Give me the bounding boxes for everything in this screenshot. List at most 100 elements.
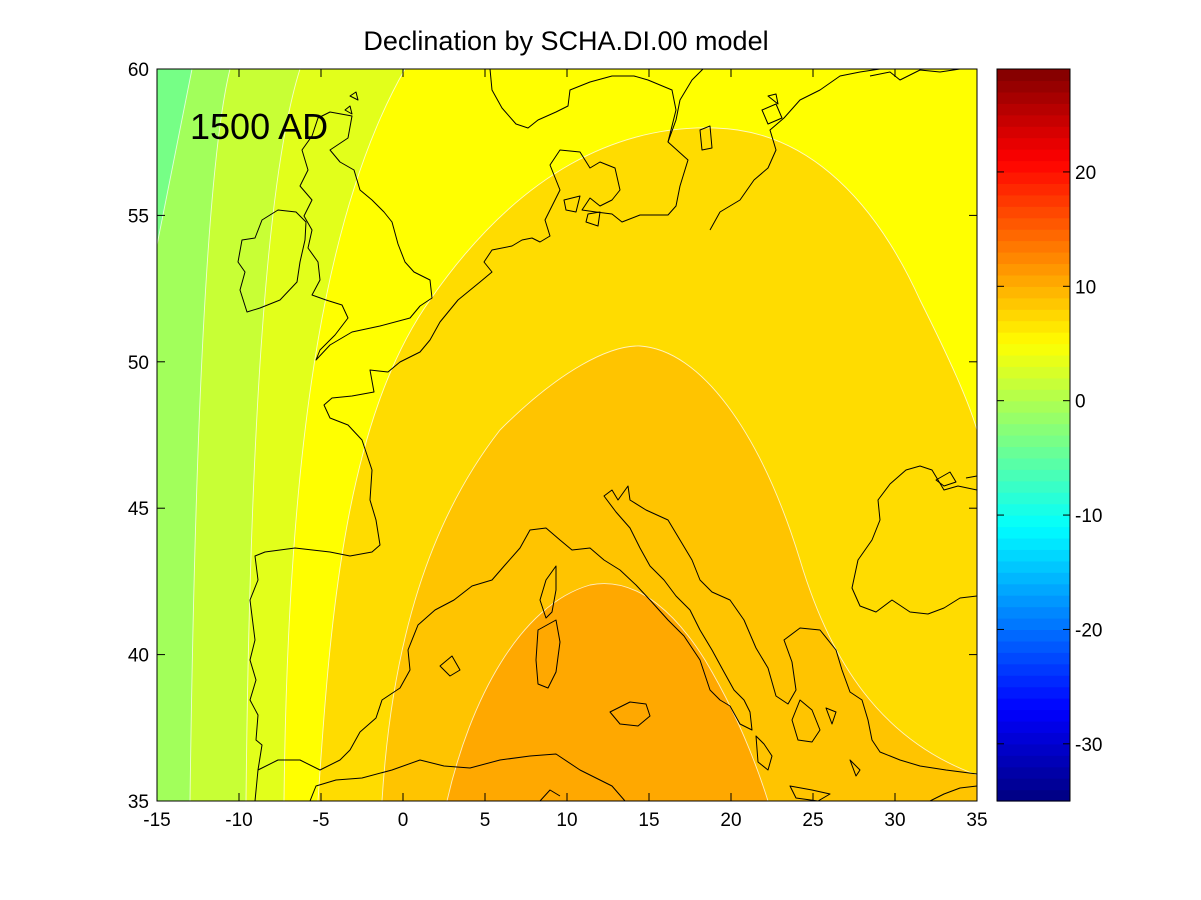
coastline-balkans-inland bbox=[755, 735, 773, 771]
colorbar-tick-label: -20 bbox=[1075, 620, 1102, 641]
colorbar-cell bbox=[997, 206, 1070, 219]
colorbar-frame bbox=[996, 68, 1071, 802]
y-tick-label: 45 bbox=[128, 499, 149, 520]
colorbar-gradient bbox=[997, 69, 1070, 802]
colorbar-cell bbox=[997, 549, 1070, 562]
coastline-iberia-east bbox=[257, 485, 977, 775]
y-tick-label: 60 bbox=[128, 60, 149, 81]
colorbar-cell bbox=[997, 183, 1070, 196]
coastline-baltic bbox=[709, 69, 881, 231]
x-tick-label: 25 bbox=[802, 810, 823, 831]
colorbar-cell bbox=[997, 526, 1070, 539]
colorbar-cell bbox=[997, 572, 1070, 585]
colorbar-cell bbox=[997, 675, 1070, 688]
x-tick-label: 5 bbox=[480, 810, 491, 831]
colorbar-cell bbox=[997, 389, 1070, 402]
colorbar-cell bbox=[997, 732, 1070, 745]
coastline-corsica bbox=[539, 565, 557, 619]
coastline-mainland bbox=[249, 69, 704, 801]
colorbar-cell bbox=[997, 446, 1070, 459]
contour-band bbox=[447, 583, 768, 801]
colorbar-cell bbox=[997, 457, 1070, 470]
x-tick-label: 20 bbox=[720, 810, 741, 831]
colorbar-tick-label: 0 bbox=[1075, 392, 1086, 413]
colorbar-cell bbox=[997, 137, 1070, 150]
y-tick-label: 40 bbox=[128, 646, 149, 667]
plot-area: -15 -10 -5 0 5 10 15 20 25 30 35 35 40 45 50 55 60 1500… bbox=[128, 60, 988, 831]
colorbar-cell bbox=[997, 217, 1070, 230]
colorbar-cell bbox=[997, 629, 1070, 642]
colorbar-cell bbox=[997, 343, 1070, 356]
x-axis: -15 -10 -5 0 5 10 15 20 25 30 35 bbox=[143, 69, 988, 831]
colorbar-tick-label: -10 bbox=[1075, 506, 1102, 527]
y-tick-label: 50 bbox=[128, 353, 149, 374]
colorbar-cell bbox=[997, 240, 1070, 253]
coastline-great-britain bbox=[299, 111, 433, 361]
colorbar-cell bbox=[997, 126, 1070, 139]
x-tick-label: 10 bbox=[556, 810, 577, 831]
colorbar-cell bbox=[997, 309, 1070, 322]
coastline-baltic-islands bbox=[563, 93, 783, 227]
coastline-sicily bbox=[609, 701, 651, 727]
colorbar-cell bbox=[997, 80, 1070, 93]
colorbar-cell bbox=[997, 114, 1070, 127]
y-tick-label: 55 bbox=[128, 206, 149, 227]
coastline-north-africa bbox=[309, 753, 626, 801]
colorbar-cell bbox=[997, 595, 1070, 608]
colorbar-cell bbox=[997, 149, 1070, 162]
chart-title: Declination by SCHA.DI.00 model bbox=[363, 26, 768, 56]
colorbar-cell bbox=[997, 606, 1070, 619]
colorbar-cell bbox=[997, 354, 1070, 367]
x-tick-label: 30 bbox=[884, 810, 905, 831]
colorbar-cell bbox=[997, 423, 1070, 436]
y-axis: 35 40 45 50 55 60 bbox=[128, 60, 977, 813]
colorbar-cell bbox=[997, 103, 1070, 116]
coastline-anatolia bbox=[929, 785, 977, 801]
colorbar-cell bbox=[997, 766, 1070, 779]
colorbar-tick-label: 20 bbox=[1075, 163, 1096, 184]
colorbar-cell bbox=[997, 698, 1070, 711]
colorbar-cell bbox=[997, 492, 1070, 505]
colorbar-cell bbox=[997, 171, 1070, 184]
colorbar-ticks: -30 -20 -10 0 10 20 bbox=[997, 163, 1102, 756]
coastline-scandinavia bbox=[489, 69, 677, 143]
colorbar-cell bbox=[997, 503, 1070, 516]
coastline-islands bbox=[344, 91, 359, 115]
colorbar-cell bbox=[997, 652, 1070, 665]
coastline-crete bbox=[789, 785, 831, 801]
colorbar-cell bbox=[997, 515, 1070, 528]
y-tick-label: 35 bbox=[128, 792, 149, 813]
coastline-black-sea bbox=[851, 465, 977, 615]
colorbar-cell bbox=[997, 160, 1070, 173]
colorbar-cell bbox=[997, 755, 1070, 768]
colorbar-cell bbox=[997, 435, 1070, 448]
colorbar-cell bbox=[997, 778, 1070, 791]
colorbar: -30 -20 -10 0 10 20 bbox=[996, 68, 1102, 802]
colorbar-cell bbox=[997, 332, 1070, 345]
colorbar-cell bbox=[997, 560, 1070, 573]
colorbar-cell bbox=[997, 537, 1070, 550]
x-tick-label: 0 bbox=[398, 810, 409, 831]
coastline-ireland bbox=[237, 209, 307, 313]
colorbar-cell bbox=[997, 709, 1070, 722]
colorbar-cell bbox=[997, 686, 1070, 699]
coastline-aegean bbox=[791, 699, 861, 777]
colorbar-cell bbox=[997, 663, 1070, 676]
colorbar-cell bbox=[997, 743, 1070, 756]
x-tick-label: 15 bbox=[638, 810, 659, 831]
declination-contour-bands bbox=[157, 69, 977, 801]
colorbar-cell bbox=[997, 297, 1070, 310]
colorbar-cell bbox=[997, 640, 1070, 653]
colorbar-cell bbox=[997, 252, 1070, 265]
colorbar-cell bbox=[997, 91, 1070, 104]
colorbar-cell bbox=[997, 69, 1070, 82]
colorbar-cell bbox=[997, 789, 1070, 802]
colorbar-cell bbox=[997, 194, 1070, 207]
coastline-crimea bbox=[935, 471, 977, 487]
colorbar-tick-label: 10 bbox=[1075, 277, 1096, 298]
colorbar-cell bbox=[997, 618, 1070, 631]
colorbar-cell bbox=[997, 274, 1070, 287]
x-tick-label: -5 bbox=[313, 810, 330, 831]
colorbar-cell bbox=[997, 400, 1070, 413]
